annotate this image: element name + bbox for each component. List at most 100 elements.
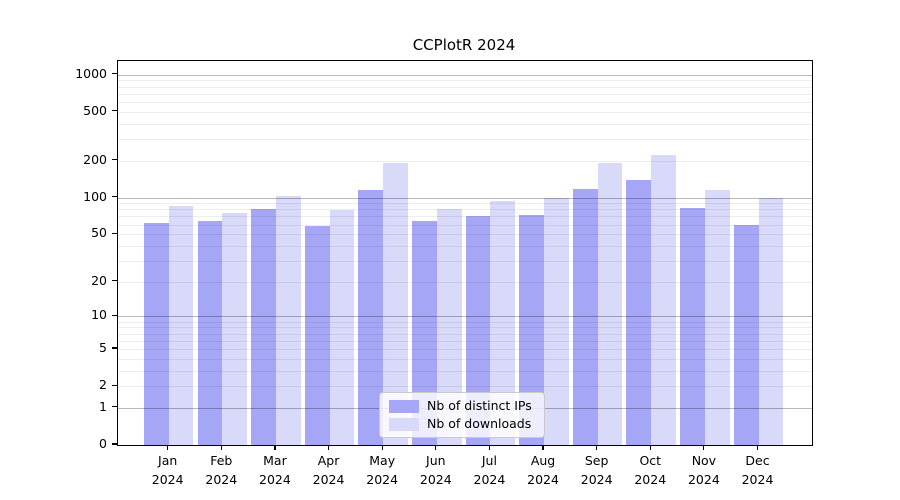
y-tick bbox=[112, 195, 117, 198]
x-tick bbox=[220, 445, 222, 450]
gridline-minor bbox=[118, 86, 812, 88]
gridline-major bbox=[118, 316, 812, 318]
legend-item-distinct-ips: Nb of distinct IPs bbox=[389, 399, 535, 413]
gridline-minor bbox=[118, 209, 812, 211]
x-tick bbox=[756, 445, 759, 450]
y-tick bbox=[112, 110, 117, 112]
bar-nb-of-downloads-nov bbox=[704, 189, 730, 445]
x-tick bbox=[649, 445, 651, 450]
gridline-minor bbox=[118, 123, 812, 125]
bar-nb-of-distinct-ips-nov bbox=[680, 208, 705, 445]
legend-label-distinct-ips: Nb of distinct IPs bbox=[427, 398, 532, 413]
bar-nb-of-downloads-feb bbox=[222, 212, 248, 445]
gridline-minor bbox=[118, 333, 812, 335]
legend-swatch-downloads bbox=[389, 417, 419, 431]
bar-nb-of-downloads-mar bbox=[275, 195, 301, 445]
gridline-minor bbox=[118, 327, 812, 329]
x-tick-label-dec: Dec 2024 bbox=[741, 453, 774, 487]
gridline-minor bbox=[118, 203, 812, 205]
y-tick-label-5: 5 bbox=[99, 339, 107, 355]
gridline-minor bbox=[118, 358, 812, 360]
y-tick bbox=[112, 232, 117, 234]
legend-item-downloads: Nb of downloads bbox=[389, 417, 535, 431]
y-tick bbox=[112, 159, 117, 161]
bar-nb-of-downloads-dec bbox=[758, 197, 784, 445]
gridline-minor bbox=[118, 111, 812, 113]
x-tick bbox=[435, 445, 437, 450]
y-tick-label-50: 50 bbox=[91, 225, 107, 241]
bar-nb-of-distinct-ips-oct bbox=[626, 180, 652, 445]
y-tick bbox=[112, 314, 117, 317]
y-tick-label-10: 10 bbox=[91, 307, 107, 323]
x-tick bbox=[703, 445, 705, 450]
bar-nb-of-downloads-jan bbox=[168, 205, 194, 445]
bar-nb-of-distinct-ips-apr bbox=[304, 226, 330, 445]
gridline-minor bbox=[118, 386, 812, 388]
bar-nb-of-distinct-ips-jan bbox=[143, 222, 169, 445]
x-tick bbox=[488, 445, 490, 450]
x-tick bbox=[274, 445, 276, 450]
legend: Nb of distinct IPs Nb of downloads bbox=[379, 392, 545, 438]
x-tick-label-aug: Aug 2024 bbox=[527, 453, 559, 487]
bar-nb-of-distinct-ips-feb bbox=[197, 221, 223, 445]
gridline-minor bbox=[118, 260, 812, 262]
legend-label-downloads: Nb of downloads bbox=[427, 416, 532, 431]
y-tick-label-2: 2 bbox=[99, 377, 107, 393]
gridline-minor bbox=[118, 93, 812, 95]
gridline-minor bbox=[118, 139, 812, 141]
gridline-minor bbox=[118, 321, 812, 323]
x-tick bbox=[327, 445, 330, 450]
bar-nb-of-downloads-sep bbox=[597, 163, 623, 445]
gridline-minor bbox=[118, 216, 812, 218]
bar-nb-of-downloads-oct bbox=[651, 154, 677, 445]
gridline-minor bbox=[118, 370, 812, 372]
x-tick-label-may: May 2024 bbox=[366, 453, 399, 487]
y-tick bbox=[112, 73, 117, 75]
y-tick bbox=[112, 347, 117, 349]
y-tick-label-200: 200 bbox=[83, 151, 107, 167]
y-tick bbox=[112, 384, 117, 386]
x-tick-label-oct: Oct 2024 bbox=[634, 453, 667, 487]
y-tick-label-20: 20 bbox=[91, 272, 107, 288]
gridline-minor bbox=[118, 160, 812, 162]
x-tick bbox=[381, 445, 383, 450]
bar-nb-of-distinct-ips-mar bbox=[251, 209, 276, 445]
y-tick bbox=[112, 406, 117, 408]
y-tick-label-1: 1 bbox=[99, 398, 107, 414]
bar-nb-of-distinct-ips-sep bbox=[572, 188, 598, 445]
x-tick-label-feb: Feb 2024 bbox=[205, 453, 238, 487]
x-tick-label-nov: Nov 2024 bbox=[687, 453, 720, 487]
gridline-minor bbox=[118, 234, 812, 236]
y-tick-label-500: 500 bbox=[83, 102, 107, 118]
y-tick-label-0: 0 bbox=[99, 436, 107, 451]
gridline-minor bbox=[118, 101, 812, 103]
x-tick bbox=[596, 445, 598, 450]
x-tick-label-sep: Sep 2024 bbox=[580, 453, 613, 487]
gridline-major bbox=[118, 197, 812, 199]
x-tick-label-jul: Jul 2024 bbox=[473, 453, 506, 487]
legend-swatch-distinct-ips bbox=[389, 399, 419, 413]
bar-nb-of-downloads-aug bbox=[544, 197, 569, 445]
gridline-minor bbox=[118, 224, 812, 226]
x-tick-label-apr: Apr 2024 bbox=[312, 453, 345, 487]
gridline-minor bbox=[118, 245, 812, 247]
gridline-minor bbox=[118, 281, 812, 283]
x-tick bbox=[167, 445, 169, 450]
y-tick bbox=[112, 443, 117, 445]
gridline-minor bbox=[118, 340, 812, 342]
y-tick-label-100: 100 bbox=[83, 188, 107, 204]
gridline-minor bbox=[118, 348, 812, 350]
chart-title: CCPlotR 2024 bbox=[412, 36, 516, 54]
x-tick-label-jan: Jan 2024 bbox=[151, 453, 184, 487]
x-tick-label-jun: Jun 2024 bbox=[419, 453, 452, 487]
bar-nb-of-distinct-ips-dec bbox=[733, 224, 759, 445]
x-tick bbox=[542, 445, 544, 450]
bar-nb-of-downloads-apr bbox=[329, 210, 355, 445]
gridline-major bbox=[118, 74, 812, 76]
gridline-minor bbox=[118, 80, 812, 82]
plot-area bbox=[117, 60, 813, 446]
y-tick bbox=[112, 280, 117, 282]
y-tick-label-1000: 1000 bbox=[75, 65, 107, 81]
x-tick-label-mar: Mar 2024 bbox=[259, 453, 291, 487]
